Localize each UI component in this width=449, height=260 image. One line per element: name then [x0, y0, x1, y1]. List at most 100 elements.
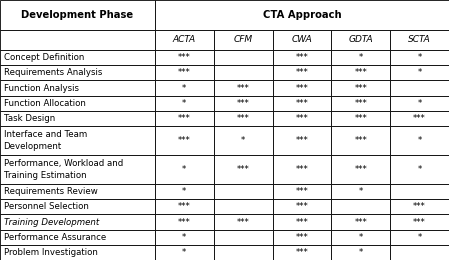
Text: ***: ***: [295, 233, 308, 242]
Text: *: *: [182, 99, 186, 108]
Text: *: *: [359, 53, 363, 62]
Bar: [214, 30, 273, 50]
Bar: [273, 245, 331, 260]
Bar: [390, 230, 449, 245]
Text: CWA: CWA: [291, 35, 313, 44]
Bar: [331, 245, 390, 260]
Text: ***: ***: [178, 218, 191, 226]
Bar: [331, 230, 390, 245]
Text: ***: ***: [178, 53, 191, 62]
Text: Performance Assurance: Performance Assurance: [4, 233, 106, 242]
Bar: [155, 155, 214, 184]
Bar: [390, 184, 449, 199]
Text: ***: ***: [354, 218, 367, 226]
Bar: [0, 155, 155, 184]
Text: ***: ***: [295, 114, 308, 123]
Text: ***: ***: [295, 218, 308, 226]
Bar: [214, 96, 273, 111]
Bar: [331, 126, 390, 155]
Text: ***: ***: [413, 202, 426, 211]
Bar: [0, 245, 155, 260]
Text: *: *: [418, 53, 422, 62]
Bar: [390, 245, 449, 260]
Text: ***: ***: [237, 114, 250, 123]
Bar: [0, 199, 155, 214]
Text: CFM: CFM: [233, 35, 253, 44]
Text: GDTA: GDTA: [348, 35, 373, 44]
Bar: [214, 199, 273, 214]
Bar: [214, 155, 273, 184]
Bar: [273, 96, 331, 111]
Bar: [0, 214, 155, 230]
Bar: [0, 0, 155, 30]
Text: *: *: [359, 233, 363, 242]
Text: Interface and Team: Interface and Team: [4, 129, 87, 139]
Text: ***: ***: [178, 136, 191, 145]
Bar: [155, 0, 449, 30]
Bar: [331, 80, 390, 96]
Bar: [0, 96, 155, 111]
Text: CTA Approach: CTA Approach: [263, 10, 341, 20]
Text: ***: ***: [178, 202, 191, 211]
Bar: [273, 155, 331, 184]
Bar: [331, 111, 390, 126]
Text: Development: Development: [4, 142, 62, 151]
Bar: [390, 111, 449, 126]
Bar: [214, 80, 273, 96]
Text: *: *: [418, 99, 422, 108]
Bar: [155, 199, 214, 214]
Bar: [331, 214, 390, 230]
Bar: [214, 245, 273, 260]
Bar: [390, 155, 449, 184]
Text: ***: ***: [295, 68, 308, 77]
Bar: [331, 155, 390, 184]
Bar: [0, 65, 155, 80]
Text: ***: ***: [295, 136, 308, 145]
Bar: [273, 126, 331, 155]
Bar: [155, 230, 214, 245]
Bar: [0, 111, 155, 126]
Bar: [390, 50, 449, 65]
Text: ***: ***: [295, 99, 308, 108]
Text: ***: ***: [295, 202, 308, 211]
Bar: [155, 96, 214, 111]
Text: Function Allocation: Function Allocation: [4, 99, 85, 108]
Bar: [273, 111, 331, 126]
Bar: [214, 126, 273, 155]
Text: ACTA: ACTA: [173, 35, 196, 44]
Text: *: *: [418, 233, 422, 242]
Text: *: *: [418, 165, 422, 174]
Bar: [155, 184, 214, 199]
Text: Development Phase: Development Phase: [22, 10, 133, 20]
Text: *: *: [359, 248, 363, 257]
Bar: [155, 80, 214, 96]
Bar: [390, 199, 449, 214]
Bar: [0, 126, 155, 155]
Text: *: *: [418, 68, 422, 77]
Text: ***: ***: [237, 165, 250, 174]
Text: ***: ***: [413, 114, 426, 123]
Bar: [390, 96, 449, 111]
Bar: [0, 50, 155, 65]
Text: Problem Investigation: Problem Investigation: [4, 248, 97, 257]
Text: ***: ***: [178, 114, 191, 123]
Bar: [273, 199, 331, 214]
Bar: [214, 184, 273, 199]
Bar: [214, 50, 273, 65]
Text: ***: ***: [354, 136, 367, 145]
Bar: [390, 30, 449, 50]
Bar: [273, 50, 331, 65]
Text: *: *: [359, 187, 363, 196]
Text: *: *: [182, 165, 186, 174]
Text: Personnel Selection: Personnel Selection: [4, 202, 88, 211]
Bar: [0, 230, 155, 245]
Text: ***: ***: [354, 83, 367, 93]
Text: ***: ***: [354, 165, 367, 174]
Bar: [0, 184, 155, 199]
Text: ***: ***: [354, 114, 367, 123]
Text: ***: ***: [295, 165, 308, 174]
Bar: [390, 214, 449, 230]
Text: SCTA: SCTA: [408, 35, 431, 44]
Text: Performance, Workload and: Performance, Workload and: [4, 159, 123, 168]
Text: *: *: [182, 83, 186, 93]
